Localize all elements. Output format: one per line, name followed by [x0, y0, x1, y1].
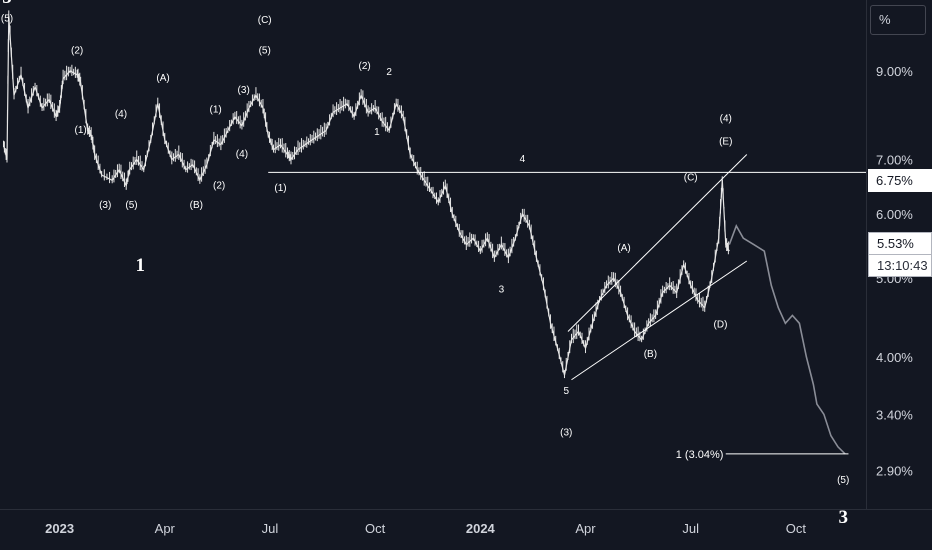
wave-label: (1): [210, 104, 222, 115]
wave-label: (B): [644, 349, 657, 360]
wave-label: 1: [374, 127, 380, 138]
wave-label: (3): [238, 85, 250, 96]
x-tick-label: 2024: [466, 521, 496, 536]
wave-label: (5): [259, 46, 271, 57]
wave-label: (B): [190, 200, 203, 211]
wave-label: (A): [156, 73, 169, 84]
time-axis-separator: [0, 509, 932, 510]
wave-label: (1): [75, 125, 87, 136]
wave-labels-layer: 5 (5) (2) (1) (4) (3) (5) (A) (B) (1) (2) (3) (4) 2 (C…: [1, 0, 849, 528]
drawing-layer: 1 (3.04%): [268, 154, 866, 461]
countdown-value: 13:10:43: [877, 258, 928, 273]
percent-scale-label: %: [879, 12, 891, 27]
wave-label: 4: [520, 154, 526, 165]
wave-label: (D): [714, 319, 728, 330]
y-tick-label: 4.00%: [876, 350, 913, 365]
wave-label: (C): [258, 15, 272, 26]
y-tick-label: 3.40%: [876, 407, 913, 422]
x-tick-label: Jul: [262, 521, 279, 536]
wave-label: (4): [115, 109, 127, 120]
channel-lower-line: [571, 260, 748, 381]
wave-label: (2): [71, 46, 83, 57]
x-tick-label: 2023: [45, 521, 74, 536]
wave-label: (4): [236, 149, 248, 160]
wave-label: (1): [274, 183, 286, 194]
wave-label: (4): [720, 113, 732, 124]
wave-label: 2: [386, 67, 392, 78]
wave-label: (5): [125, 200, 137, 211]
countdown-tag: 13:10:43: [868, 255, 932, 277]
y-tick-label: 2.90%: [876, 463, 913, 478]
level-price-value: 6.75%: [876, 173, 913, 188]
channel-upper-line: [567, 154, 748, 332]
last-price-tag: 5.53%: [868, 232, 932, 255]
price-axis-separator: [866, 0, 867, 509]
wave-label: 5: [563, 386, 569, 397]
wave-degree-label: 3: [838, 507, 848, 528]
wave-degree-label: 1: [135, 255, 145, 276]
x-tick-label: Apr: [155, 521, 176, 536]
wave-label: (3): [560, 428, 572, 439]
y-tick-label: 7.00%: [876, 153, 913, 168]
wave-label: (5): [1, 13, 13, 24]
level-price-tag: 6.75%: [868, 169, 932, 192]
wave-label: (2): [359, 61, 371, 72]
x-tick-label: Apr: [575, 521, 596, 536]
time-axis[interactable]: 2023 Apr Jul Oct 2024 Apr Jul Oct: [45, 521, 806, 536]
wave-label: (A): [617, 243, 630, 254]
wave-label: (C): [684, 172, 698, 183]
x-tick-label: Oct: [365, 521, 386, 536]
x-tick-label: Jul: [682, 521, 699, 536]
last-price-value: 5.53%: [877, 236, 914, 251]
series-layer: [2, 10, 846, 455]
y-tick-label: 9.00%: [876, 64, 913, 79]
projection-path: [728, 224, 846, 455]
percent-scale-button[interactable]: %: [870, 5, 926, 35]
wave-label: (5): [837, 475, 849, 486]
x-tick-label: Oct: [786, 521, 807, 536]
wave-label: (3): [99, 200, 111, 211]
y-tick-label: 6.00%: [876, 207, 913, 222]
wave-label: (E): [719, 137, 732, 148]
wave-label: (2): [213, 180, 225, 191]
target-label: 1 (3.04%): [676, 449, 724, 461]
wave-degree-label: 5: [2, 0, 12, 8]
price-axis[interactable]: 9.00%7.00%6.00%5.00%4.00%3.40%2.90%: [876, 64, 913, 479]
wave-label: 3: [499, 285, 505, 296]
